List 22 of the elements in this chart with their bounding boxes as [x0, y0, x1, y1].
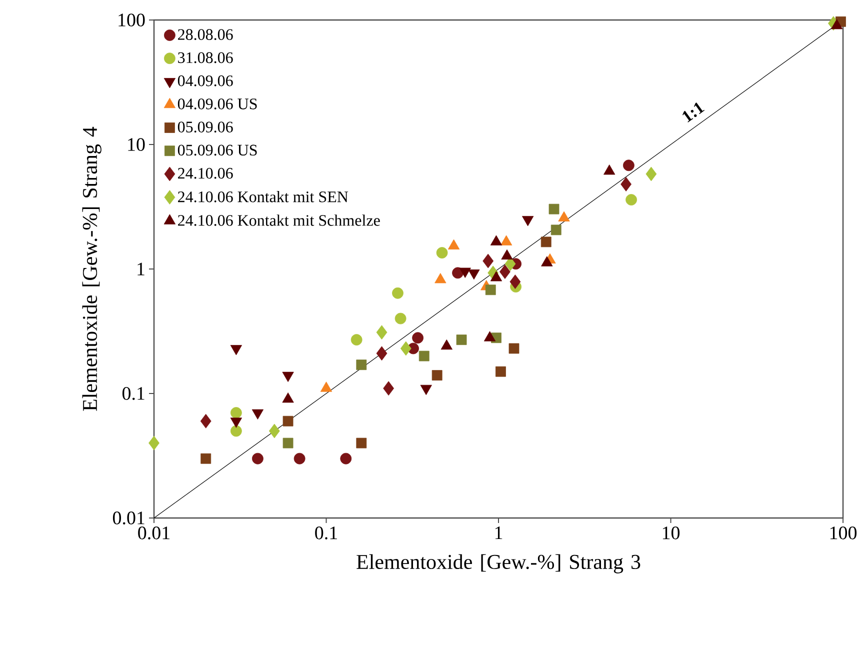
legend-label: 31.08.06	[178, 52, 233, 64]
y-axis-title: Elementoxide [Gew.-%] Strang 4	[82, 126, 102, 411]
legend-label: 05.09.06	[178, 122, 233, 133]
x-tick-label: 10	[662, 526, 680, 540]
x-axis-title: Elementoxide [Gew.-%] Strang 3	[356, 554, 640, 574]
x-tick-label: 0.01	[138, 526, 170, 540]
x-tick-label: 0.1	[315, 526, 337, 540]
legend-label: 28.08.06	[178, 29, 233, 40]
annotation: 1:1	[682, 102, 705, 122]
y-tick-label: 10	[128, 138, 145, 151]
legend-label: 24.10.06 Kontakt mit SEN	[178, 190, 348, 202]
y-tick-label: 1	[138, 262, 144, 276]
y-tick-label: 100	[118, 14, 145, 26]
legend-label: 24.10.06 Kontakt mit Schmelze	[178, 214, 380, 226]
legend-label: 04.09.06	[178, 75, 233, 86]
legend-label: 05.09.06 US	[178, 144, 257, 156]
y-tick-label: 0.1	[122, 387, 144, 400]
y-tick-label: 0.01	[112, 512, 144, 524]
x-tick-label: 100	[830, 526, 857, 540]
x-tick-label: 1	[495, 526, 502, 540]
legend-label: 04.09.06 US	[178, 98, 257, 110]
legend-label: 24.10.06	[178, 168, 233, 179]
